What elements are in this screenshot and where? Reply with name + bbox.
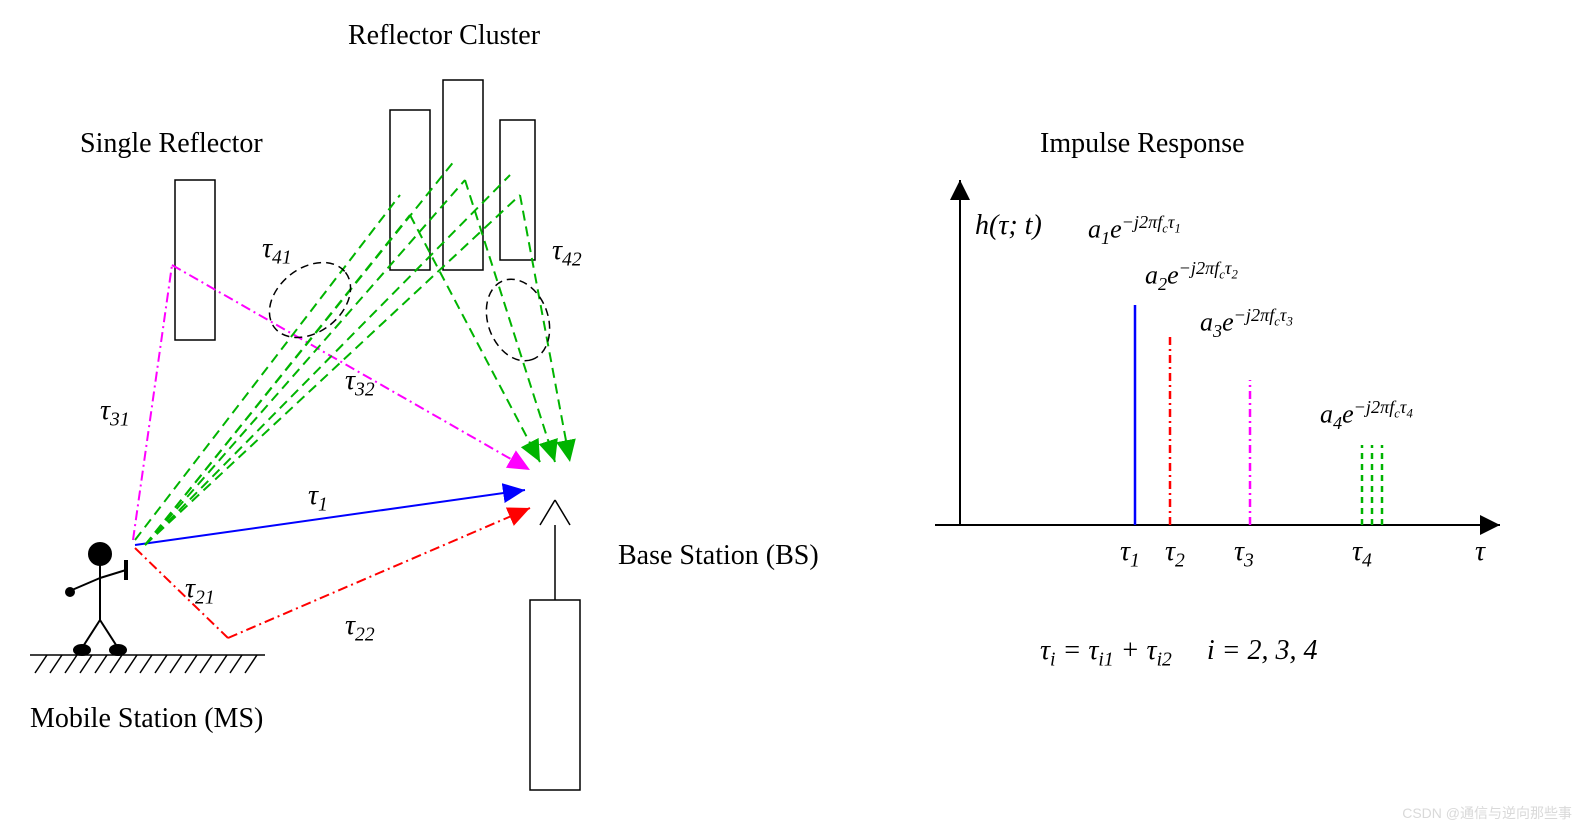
tau32-label: τ32 xyxy=(345,365,375,402)
path-tau3 xyxy=(133,265,530,540)
tau21-label: τ21 xyxy=(185,573,215,610)
tick-tau3: τ3 xyxy=(1234,536,1254,573)
tau42-ellipse xyxy=(475,270,560,369)
cluster-rect-3 xyxy=(500,120,535,260)
watermark: CSDN @通信与逆向那些事 xyxy=(1402,803,1572,823)
tau42-label: τ42 xyxy=(552,235,582,272)
a3-label: a3e−j2πfcτ3 xyxy=(1200,305,1293,342)
label-impulse-response: Impulse Response xyxy=(1040,128,1245,160)
tau1-label: τ1 xyxy=(308,480,328,517)
a4-label: a4e−j2πfcτ4 xyxy=(1320,397,1413,434)
tau41-label: τ41 xyxy=(262,233,292,270)
tick-tau2: τ2 xyxy=(1165,536,1185,573)
label-reflector-cluster: Reflector Cluster xyxy=(348,20,540,52)
label-single-reflector: Single Reflector xyxy=(80,128,263,160)
cluster-rect-1 xyxy=(390,110,430,270)
impulse-bar-4 xyxy=(1362,445,1382,525)
tau-equation: τi = τi1 + τi2 i = 2, 3, 4 xyxy=(1040,635,1318,672)
h-tau-t: h(τ; t) xyxy=(975,210,1042,242)
tick-tau1: τ1 xyxy=(1120,536,1140,573)
tau22-label: τ22 xyxy=(345,610,375,647)
path-tau1 xyxy=(135,490,525,545)
single-reflector-rect xyxy=(175,180,215,340)
base-station xyxy=(530,500,580,790)
a1-label: a1e−j2πfcτ1 xyxy=(1088,212,1181,249)
cluster-rect-2 xyxy=(443,80,483,270)
tau31-label: τ31 xyxy=(100,395,130,432)
diagram-root: Reflector Cluster Single Reflector Mobil… xyxy=(0,0,1580,829)
axis-tau: τ xyxy=(1475,536,1485,568)
label-base-station: Base Station (BS) xyxy=(618,540,819,572)
tick-tau4: τ4 xyxy=(1352,536,1372,573)
a2-label: a2e−j2πfcτ2 xyxy=(1145,258,1238,295)
ground-hatch xyxy=(30,655,265,673)
label-mobile-station: Mobile Station (MS) xyxy=(30,703,263,735)
mobile-station-figure xyxy=(66,543,126,655)
